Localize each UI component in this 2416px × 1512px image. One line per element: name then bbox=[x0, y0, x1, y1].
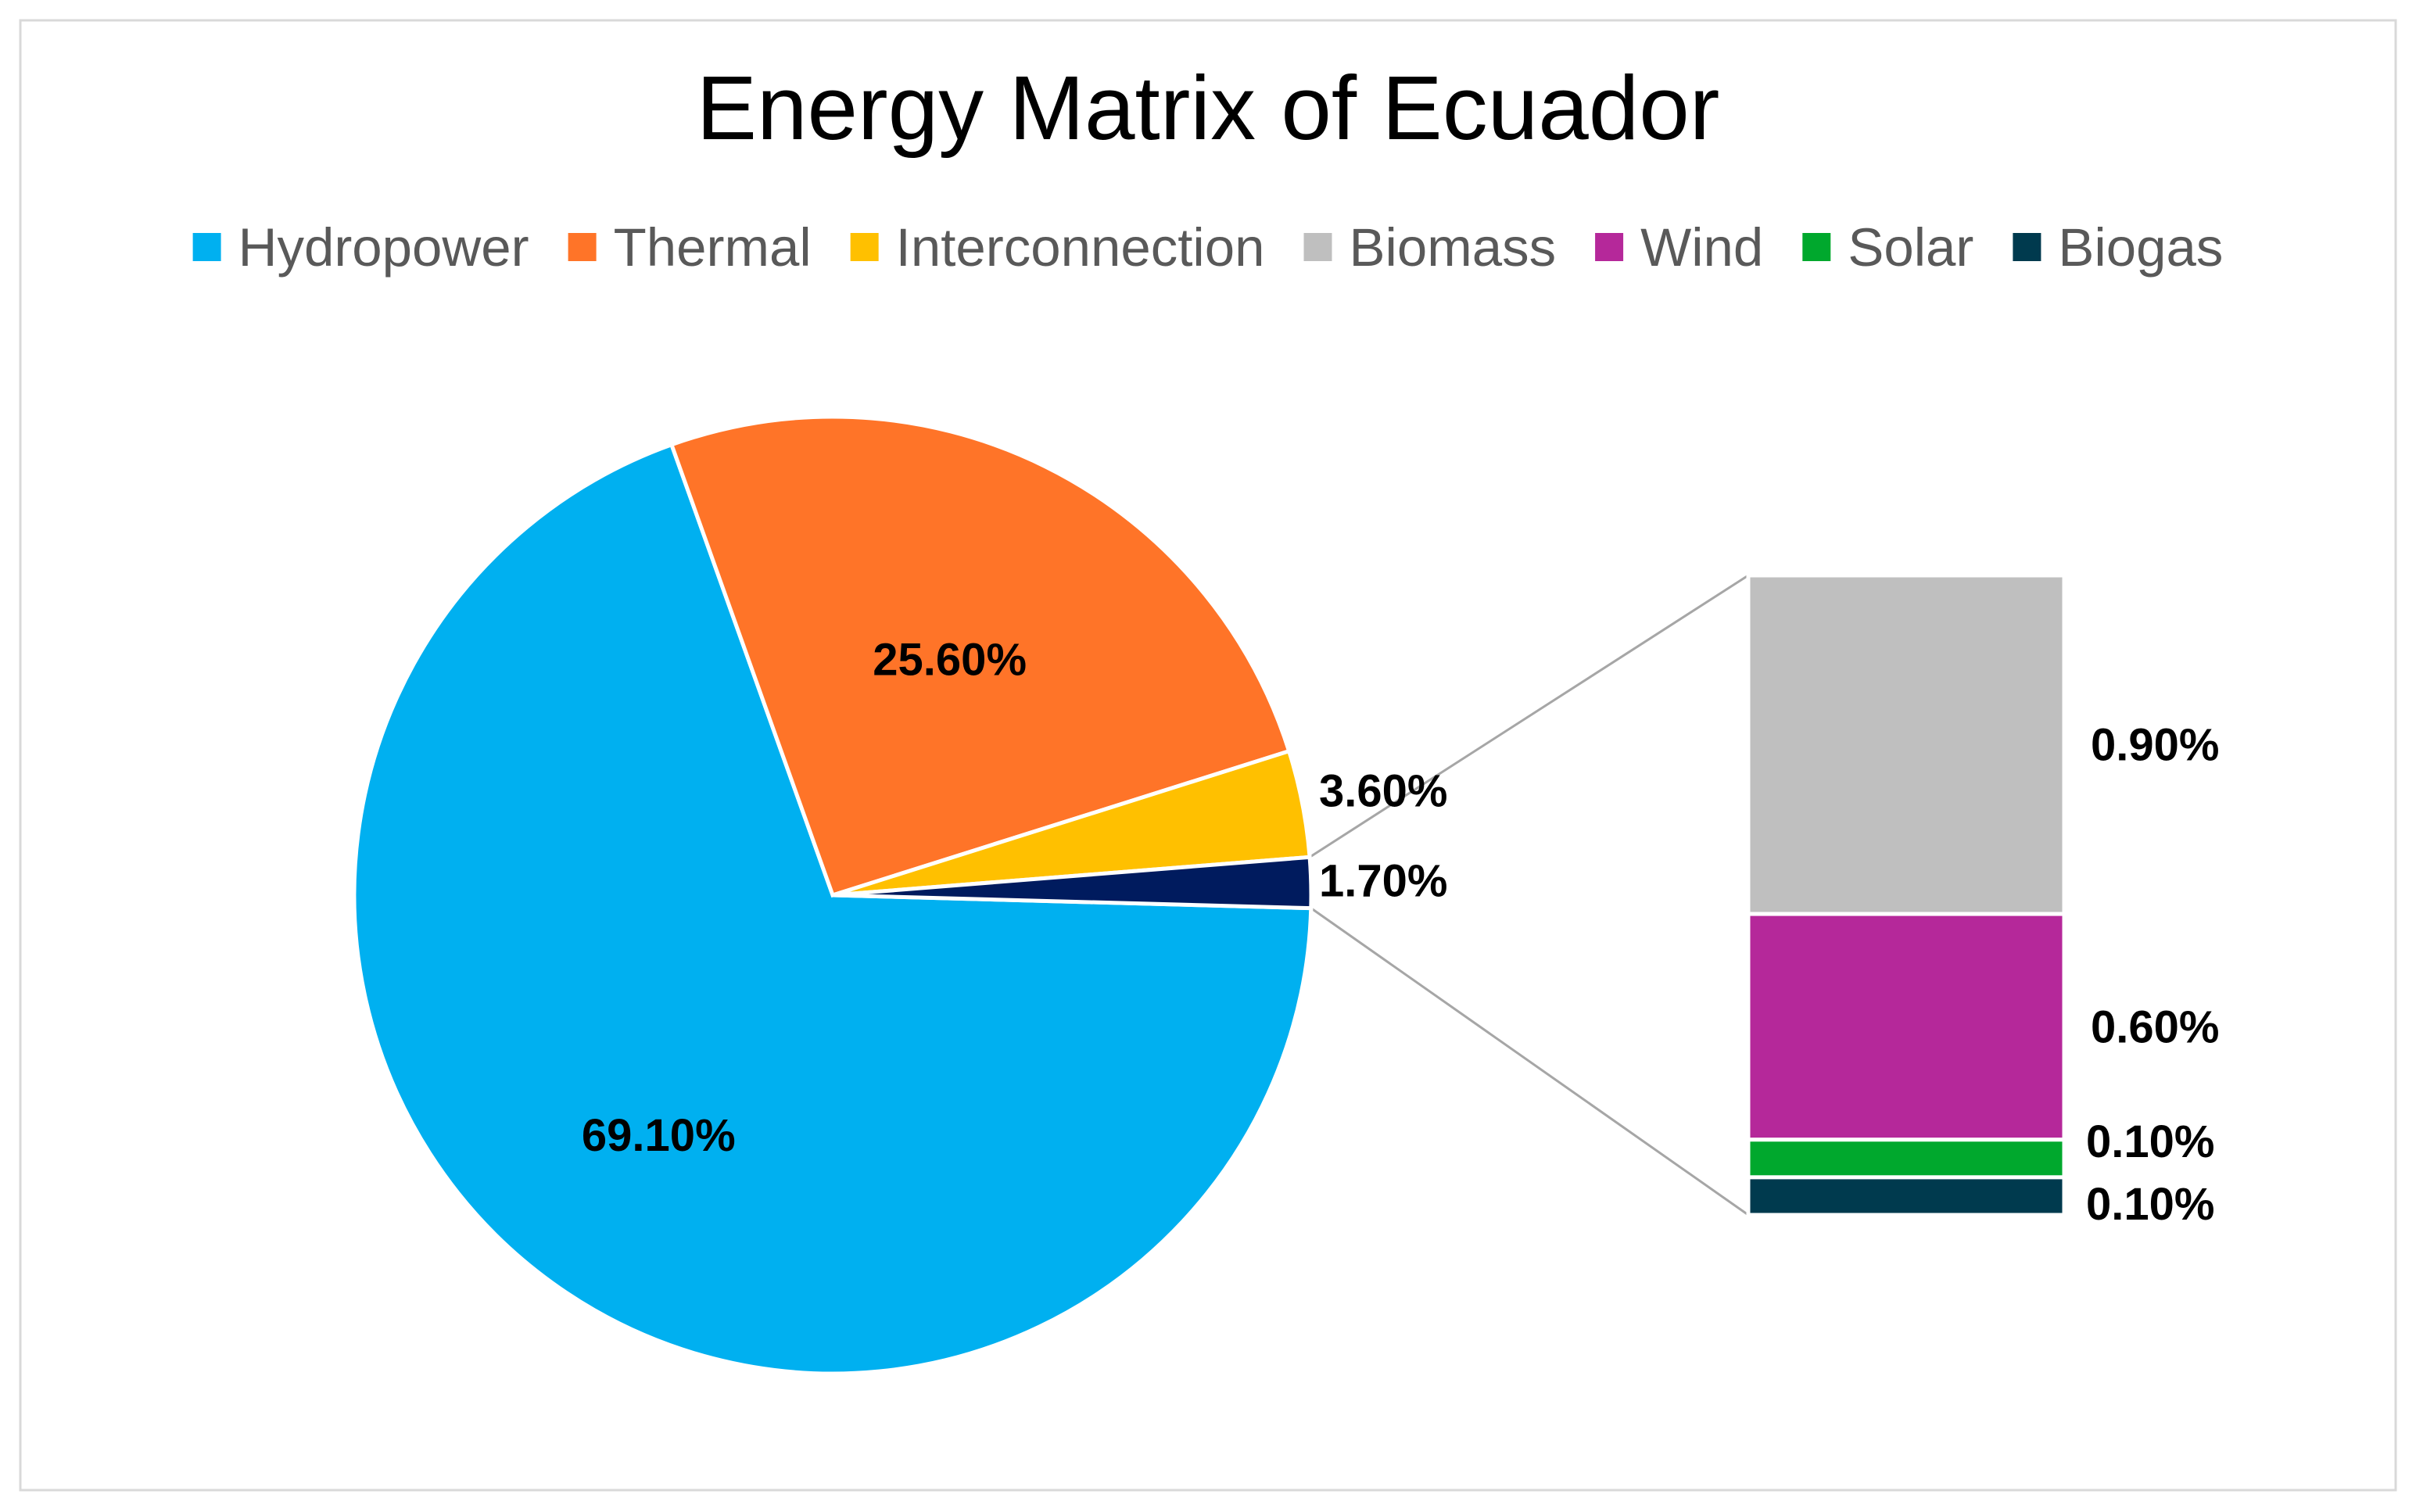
data-labels: 69.10% 25.60% 3.60% 1.70% 0.90% 0.60% 0.10% 0.1… bbox=[582, 635, 2220, 1230]
legend-item-hydropower: Hydropower bbox=[192, 217, 529, 278]
legend-item-wind: Wind bbox=[1595, 217, 1763, 278]
legend-label-solar: Solar bbox=[1848, 217, 1973, 278]
pie-slice-hydropower bbox=[352, 442, 1314, 1376]
legend-swatch-biomass bbox=[1303, 233, 1332, 261]
legend-item-solar: Solar bbox=[1802, 217, 1973, 278]
pie-label-other: 1.70% bbox=[1319, 855, 1447, 906]
pie-label-hydropower: 69.10% bbox=[582, 1110, 736, 1161]
stacked-bar bbox=[1746, 573, 2067, 1217]
bar-segment-solar bbox=[1746, 1138, 2067, 1180]
connector-line-top bbox=[1309, 574, 1749, 858]
legend-label-wind: Wind bbox=[1640, 217, 1763, 278]
legend: Hydropower Thermal Interconnection Biomass W… bbox=[192, 217, 2223, 278]
pie-label-thermal: 25.60% bbox=[873, 635, 1027, 686]
connector-lines bbox=[1309, 574, 1749, 1216]
bar-segment-biogas bbox=[1746, 1175, 2067, 1217]
legend-swatch-hydropower bbox=[192, 233, 221, 261]
legend-label-biomass: Biomass bbox=[1350, 217, 1557, 278]
legend-label-biogas: Biogas bbox=[2058, 217, 2223, 278]
legend-swatch-thermal bbox=[568, 233, 597, 261]
bar-label-solar: 0.10% bbox=[2086, 1116, 2214, 1167]
legend-label-hydropower: Hydropower bbox=[238, 217, 529, 278]
chart-title: Energy Matrix of Ecuador bbox=[697, 57, 1720, 159]
legend-swatch-biogas bbox=[2013, 233, 2041, 261]
legend-swatch-interconnection bbox=[850, 233, 879, 261]
pie-label-interconnection: 3.60% bbox=[1319, 765, 1447, 816]
legend-item-interconnection: Interconnection bbox=[850, 217, 1265, 278]
bar-label-biomass: 0.90% bbox=[2091, 720, 2219, 771]
legend-label-thermal: Thermal bbox=[614, 217, 812, 278]
pie-slice-other bbox=[832, 855, 1314, 911]
legend-item-thermal: Thermal bbox=[568, 217, 812, 278]
connector-line-bottom bbox=[1310, 907, 1749, 1216]
legend-swatch-solar bbox=[1802, 233, 1831, 261]
legend-swatch-wind bbox=[1595, 233, 1624, 261]
bar-label-wind: 0.60% bbox=[2091, 1001, 2219, 1052]
bar-label-biogas: 0.10% bbox=[2086, 1179, 2214, 1230]
bar-segment-biomass bbox=[1746, 573, 2067, 916]
legend-item-biomass: Biomass bbox=[1303, 217, 1557, 278]
bar-segment-wind bbox=[1746, 912, 2067, 1142]
pie bbox=[352, 414, 1314, 1376]
legend-label-interconnection: Interconnection bbox=[896, 217, 1265, 278]
legend-item-biogas: Biogas bbox=[2013, 217, 2223, 278]
pie-slice-thermal bbox=[669, 414, 1292, 898]
